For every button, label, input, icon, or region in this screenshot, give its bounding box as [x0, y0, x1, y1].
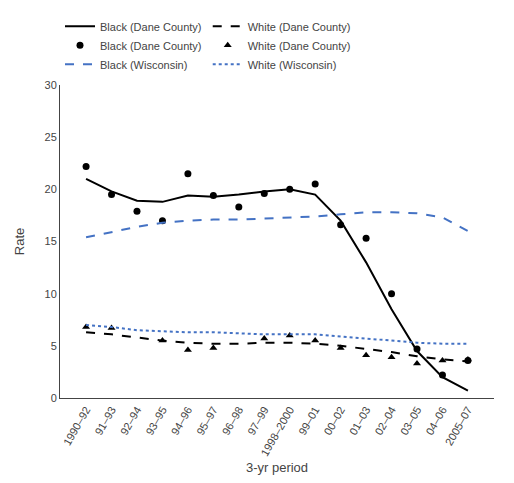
svg-text:2005–07: 2005–07	[443, 404, 475, 447]
svg-text:1990–92: 1990–92	[61, 404, 93, 447]
svg-text:Black (Dane County): Black (Dane County)	[100, 40, 202, 52]
svg-text:02–04: 02–04	[372, 404, 398, 436]
svg-text:0: 0	[51, 392, 57, 404]
svg-text:Black (Wisconsin): Black (Wisconsin)	[100, 59, 187, 71]
svg-text:1998–2000: 1998–2000	[258, 404, 296, 458]
svg-text:91–93: 91–93	[92, 404, 118, 436]
svg-text:00–02: 00–02	[321, 404, 347, 436]
svg-text:10: 10	[45, 288, 57, 300]
svg-text:5: 5	[51, 340, 57, 352]
svg-text:20: 20	[45, 183, 57, 195]
svg-text:White (Dane County): White (Dane County)	[248, 21, 351, 33]
svg-text:94–96: 94–96	[169, 404, 195, 436]
svg-text:97–99: 97–99	[245, 404, 271, 436]
svg-text:25: 25	[45, 131, 57, 143]
svg-text:96–98: 96–98	[220, 404, 246, 436]
svg-text:95–97: 95–97	[194, 404, 220, 436]
svg-text:04–06: 04–06	[423, 404, 449, 436]
svg-text:Black (Dane County): Black (Dane County)	[100, 21, 202, 33]
svg-text:30: 30	[45, 79, 57, 91]
svg-text:White (Dane County): White (Dane County)	[248, 40, 351, 52]
svg-text:99–01: 99–01	[296, 404, 322, 436]
svg-text:01–03: 01–03	[347, 404, 373, 436]
svg-text:Rate: Rate	[12, 228, 27, 255]
svg-text:92–94: 92–94	[118, 404, 144, 436]
svg-text:3-yr period: 3-yr period	[246, 460, 308, 475]
svg-text:White (Wisconsin): White (Wisconsin)	[248, 59, 337, 71]
svg-text:93–95: 93–95	[143, 404, 169, 436]
svg-text:03–05: 03–05	[398, 404, 424, 436]
svg-text:15: 15	[45, 235, 57, 247]
